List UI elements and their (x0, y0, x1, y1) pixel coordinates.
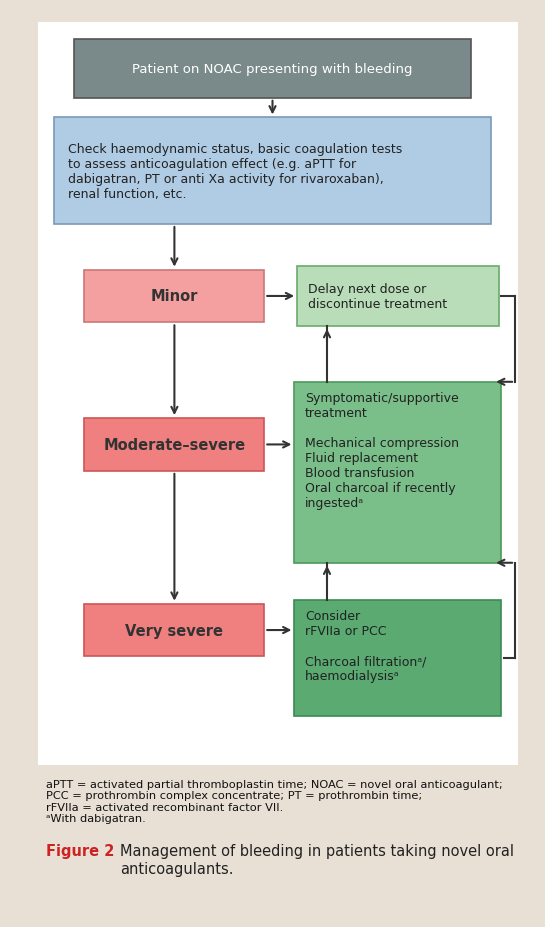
Text: Minor: Minor (151, 289, 198, 304)
Text: Delay next dose or
discontinue treatment: Delay next dose or discontinue treatment (308, 283, 447, 311)
FancyBboxPatch shape (84, 270, 264, 323)
Text: Patient on NOAC presenting with bleeding: Patient on NOAC presenting with bleeding (132, 63, 413, 76)
FancyBboxPatch shape (74, 40, 471, 98)
Text: Moderate–severe: Moderate–severe (104, 438, 245, 452)
Text: Consider
rFVIIa or PCC

Charcoal filtrationᵃ/
haemodialysisᵃ: Consider rFVIIa or PCC Charcoal filtrati… (305, 610, 427, 682)
FancyBboxPatch shape (54, 119, 490, 224)
Text: Figure 2: Figure 2 (46, 844, 114, 858)
Text: Management of bleeding in patients taking novel oral
anticoagulants.: Management of bleeding in patients takin… (120, 844, 514, 876)
FancyBboxPatch shape (294, 383, 501, 564)
FancyBboxPatch shape (294, 601, 501, 716)
FancyBboxPatch shape (84, 419, 264, 471)
Text: Check haemodynamic status, basic coagulation tests
to assess anticoagulation eff: Check haemodynamic status, basic coagula… (68, 143, 402, 200)
FancyBboxPatch shape (84, 604, 264, 656)
Text: aPTT = activated partial thromboplastin time; NOAC = novel oral anticoagulant;
P: aPTT = activated partial thromboplastin … (46, 779, 503, 823)
FancyBboxPatch shape (297, 266, 499, 326)
FancyBboxPatch shape (38, 23, 518, 765)
Text: Symptomatic/supportive
treatment

Mechanical compression
Fluid replacement
Blood: Symptomatic/supportive treatment Mechani… (305, 391, 459, 510)
Text: Very severe: Very severe (125, 623, 223, 638)
